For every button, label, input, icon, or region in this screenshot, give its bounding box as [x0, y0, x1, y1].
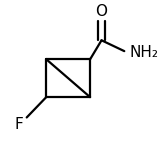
Text: NH₂: NH₂: [129, 45, 158, 60]
Text: F: F: [14, 117, 23, 132]
Text: O: O: [95, 4, 108, 19]
